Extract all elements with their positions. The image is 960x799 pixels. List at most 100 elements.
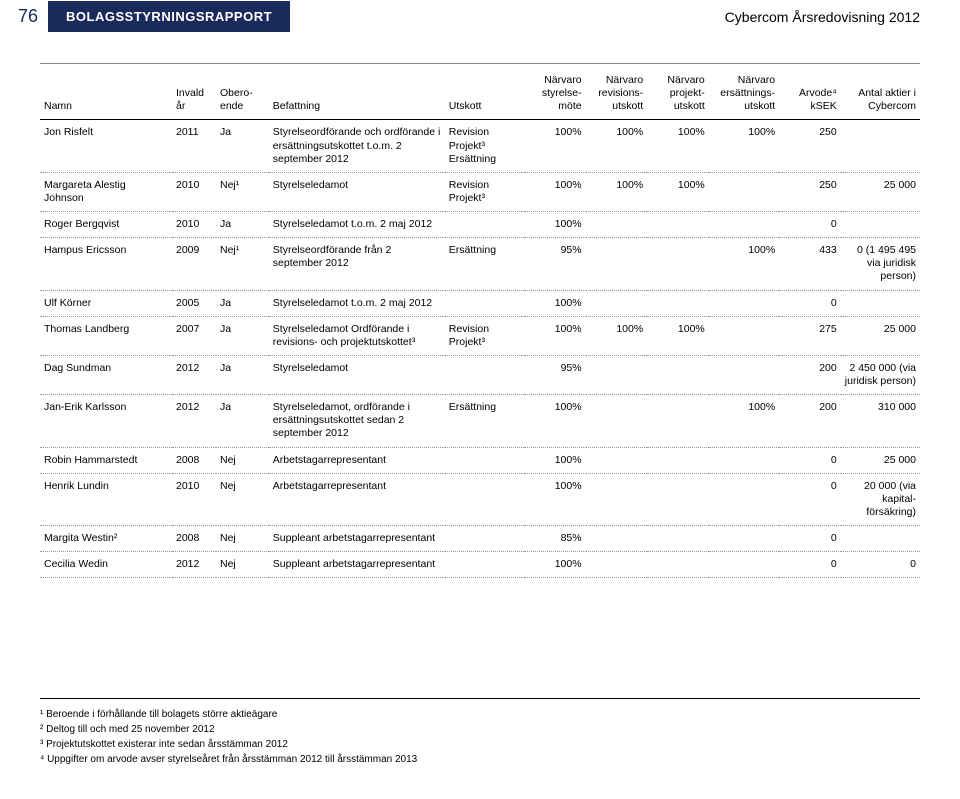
table-cell: 100% (524, 316, 586, 355)
table-cell: 100% (647, 120, 709, 172)
table-cell (841, 526, 920, 552)
table-cell: 2011 (172, 120, 216, 172)
table-cell: 2012 (172, 395, 216, 447)
table-cell: 0 (1 495 495 via juridisk person) (841, 238, 920, 290)
table-cell (841, 120, 920, 172)
table-cell (647, 552, 709, 578)
table-cell: Styrelseledamot (269, 355, 445, 394)
table-cell (445, 473, 524, 525)
table-cell: 433 (779, 238, 841, 290)
table-cell (709, 526, 779, 552)
table-cell (586, 473, 648, 525)
table-cell: 100% (524, 395, 586, 447)
table-cell (709, 212, 779, 238)
table-cell: 100% (524, 447, 586, 473)
table-cell: Ersättning (445, 395, 524, 447)
table-row: Jan-Erik Karlsson2012JaStyrelseledamot, … (40, 395, 920, 447)
table-row: Robin Hammarstedt2008NejArbetstagarrepre… (40, 447, 920, 473)
table-cell: 0 (779, 552, 841, 578)
table-cell: Ja (216, 316, 269, 355)
table-cell: Dag Sundman (40, 355, 172, 394)
table-row: Roger Bergqvist2010JaStyrelseledamot t.o… (40, 212, 920, 238)
table-cell: 0 (779, 447, 841, 473)
table-cell (647, 238, 709, 290)
table-cell: 0 (779, 526, 841, 552)
table-cell: Styrelseordförande från 2 september 2012 (269, 238, 445, 290)
table-cell (647, 447, 709, 473)
table-cell: 250 (779, 120, 841, 172)
table-cell: 2008 (172, 447, 216, 473)
doc-title: Cybercom Årsredovisning 2012 (725, 9, 960, 25)
footnote-line: ⁴ Uppgifter om arvode avser styrelseåret… (40, 752, 920, 767)
table-cell: 100% (524, 120, 586, 172)
table-cell: 0 (841, 552, 920, 578)
table-row: Margita Westin²2008NejSuppleant arbetsta… (40, 526, 920, 552)
table-cell: 2010 (172, 212, 216, 238)
table-header-cell: Utskott (445, 72, 524, 120)
table-cell: Revision Projekt³ (445, 172, 524, 211)
table-cell (586, 447, 648, 473)
table-cell: Henrik Lundin (40, 473, 172, 525)
table-cell: 200 (779, 355, 841, 394)
table-cell: Styrelseledamot t.o.m. 2 maj 2012 (269, 212, 445, 238)
table-cell (709, 473, 779, 525)
table-cell: 250 (779, 172, 841, 211)
table-cell: Styrelseledamot (269, 172, 445, 211)
table-cell: 2012 (172, 355, 216, 394)
table-header-cell: Närvaro revisions­utskott (586, 72, 648, 120)
table-cell: 95% (524, 238, 586, 290)
table-cell: Nej (216, 552, 269, 578)
table-cell: 200 (779, 395, 841, 447)
table-header-cell: Antal aktier i Cybercom (841, 72, 920, 120)
table-cell (445, 212, 524, 238)
table-cell: 85% (524, 526, 586, 552)
table-cell: Ja (216, 120, 269, 172)
table-cell: 100% (524, 212, 586, 238)
table-cell (647, 526, 709, 552)
table-header-cell: Obero­ende (216, 72, 269, 120)
table-cell (445, 355, 524, 394)
table-cell (445, 290, 524, 316)
table-cell: 100% (524, 473, 586, 525)
footnote-line: ² Deltog till och med 25 november 2012 (40, 722, 920, 737)
table-cell (586, 212, 648, 238)
table-row: Henrik Lundin2010NejArbetstagarrepresent… (40, 473, 920, 525)
table-cell: 2005 (172, 290, 216, 316)
footnotes: ¹ Beroende i förhållande till bolagets s… (40, 698, 920, 767)
table-cell: 310 000 (841, 395, 920, 447)
table-body: Jon Risfelt2011JaStyrelseordförande och … (40, 120, 920, 578)
table-cell: 100% (709, 238, 779, 290)
table-cell: 100% (524, 290, 586, 316)
table-cell (586, 355, 648, 394)
table-cell: Ulf Körner (40, 290, 172, 316)
table-row: Thomas Landberg2007JaStyrelseledamot Ord… (40, 316, 920, 355)
table-cell: Ja (216, 395, 269, 447)
table-cell: 25 000 (841, 447, 920, 473)
table-row: Hampus Ericsson2009Nej¹Styrelseordförand… (40, 238, 920, 290)
table-cell (647, 355, 709, 394)
table-cell: Arbetstagarrepresentant (269, 473, 445, 525)
table-cell: Ja (216, 290, 269, 316)
table-cell: Nej (216, 473, 269, 525)
table-cell: 275 (779, 316, 841, 355)
table-cell: Ja (216, 355, 269, 394)
table-cell: Suppleant arbetstagar­representant (269, 526, 445, 552)
table-cell: Revision Projekt³ (445, 316, 524, 355)
table-cell: Hampus Ericsson (40, 238, 172, 290)
table-cell: 2009 (172, 238, 216, 290)
table-cell: Arbetstagarrepresentant (269, 447, 445, 473)
table-cell (647, 473, 709, 525)
table-cell: Thomas Landberg (40, 316, 172, 355)
footnote-line: ¹ Beroende i förhållande till bolagets s… (40, 707, 920, 722)
page-number: 76 (0, 0, 48, 33)
header-rule (40, 63, 920, 64)
table-cell (586, 290, 648, 316)
table-cell: Styrelseledamot t.o.m. 2 maj 2012 (269, 290, 445, 316)
table-cell: Jan-Erik Karlsson (40, 395, 172, 447)
table-cell (445, 526, 524, 552)
table-cell (586, 526, 648, 552)
table-cell: 2010 (172, 172, 216, 211)
table-cell: 100% (586, 172, 648, 211)
table-cell (709, 552, 779, 578)
table-row: Ulf Körner2005JaStyrelseledamot t.o.m. 2… (40, 290, 920, 316)
